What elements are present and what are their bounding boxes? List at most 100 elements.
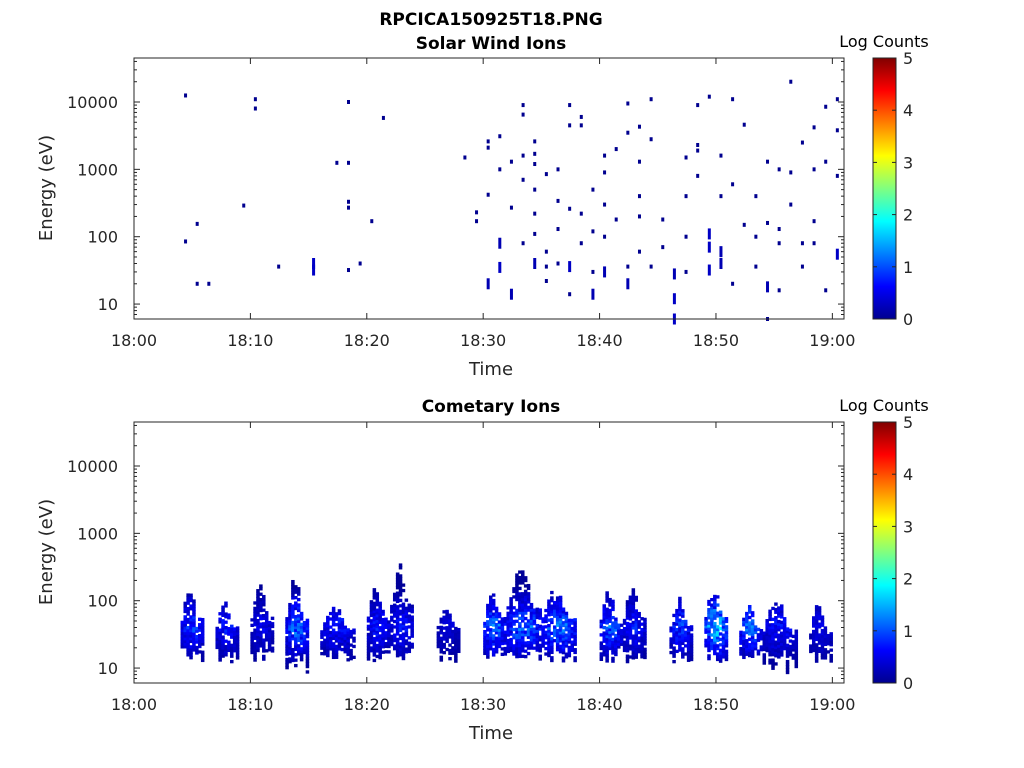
heatmap-cell (611, 624, 615, 628)
heatmap-cell (302, 629, 307, 633)
heatmap-cell (512, 606, 516, 610)
heatmap-cell (259, 636, 263, 640)
heatmap-cell (710, 622, 714, 626)
heatmap-cell (375, 635, 380, 640)
colorbar-tick-label: 0 (903, 310, 913, 329)
heatmap-cell (259, 644, 263, 648)
heatmap-cell (509, 618, 513, 623)
heatmap-cell (235, 631, 240, 636)
heatmap-cell (326, 634, 330, 639)
heatmap-cell (326, 645, 330, 650)
heatmap-cell (410, 620, 414, 625)
heatmap-cell (448, 629, 452, 634)
heatmap-cell (771, 663, 775, 668)
heatmap-cell (183, 601, 187, 605)
heatmap-cell (814, 615, 819, 620)
heatmap-cell (503, 641, 508, 645)
heatmap-cell (681, 625, 685, 629)
heatmap-cell (762, 653, 767, 657)
heatmap-cell (259, 592, 263, 596)
heatmap-cell (392, 644, 397, 648)
heatmap-cell (407, 647, 412, 651)
heatmap-cell (750, 635, 755, 639)
colorbar-title: Log Counts (839, 32, 929, 51)
heatmap-cell (625, 621, 630, 626)
heatmap-cell (184, 93, 188, 98)
heatmap-cell (599, 633, 604, 637)
heatmap-cell (684, 269, 688, 274)
heatmap-cell (398, 590, 403, 594)
heatmap-cell (614, 622, 618, 627)
heatmap-cell (192, 610, 196, 614)
heatmap-cell (800, 140, 804, 145)
heatmap-cell (721, 628, 726, 632)
heatmap-cell (533, 211, 537, 216)
heatmap-cell (262, 624, 266, 629)
heatmap-cell (643, 636, 647, 641)
heatmap-cell (395, 575, 400, 579)
heatmap-cell (721, 655, 726, 659)
heatmap-cell (326, 626, 330, 631)
heatmap-cell (515, 581, 519, 585)
heatmap-cell (567, 651, 572, 655)
heatmap-cell (253, 652, 257, 657)
heatmap-cell (291, 604, 295, 608)
heatmap-cell (515, 597, 519, 602)
heatmap-cell (195, 281, 199, 286)
heatmap-cell (567, 626, 572, 631)
heatmap-cell (782, 638, 787, 643)
heatmap-cell (305, 651, 310, 655)
heatmap-cell (515, 611, 519, 615)
heatmap-cell (328, 647, 333, 651)
heatmap-cell (678, 634, 682, 639)
heatmap-cell (305, 640, 310, 644)
heatmap-cell (631, 656, 636, 660)
heatmap-cell (794, 645, 799, 650)
heatmap-cell (817, 641, 822, 645)
heatmap-cell (200, 656, 205, 660)
heatmap-cell (564, 614, 569, 618)
heatmap-cell (678, 607, 682, 611)
heatmap-cell (750, 627, 755, 631)
heatmap-cell (538, 638, 542, 642)
heatmap-cell (809, 649, 813, 654)
heatmap-cell (573, 631, 577, 636)
x-axis-ticks: 18:00 18:10 18:20 18:30 18:40 18:50 19:00 (111, 58, 855, 350)
heatmap-cell (436, 634, 441, 638)
heatmap-cell (811, 624, 816, 628)
heatmap-cell (820, 637, 825, 641)
heatmap-cell (625, 630, 630, 634)
heatmap-cell (713, 638, 717, 642)
heatmap-cell (503, 649, 508, 653)
heatmap-cells (180, 563, 833, 675)
heatmap-cell (445, 626, 449, 630)
heatmap-cell (494, 623, 499, 627)
heatmap-cell (710, 614, 714, 618)
heatmap-cell (192, 631, 196, 636)
heatmap-cell (384, 650, 388, 654)
heatmap-cell (777, 649, 781, 654)
heatmap-cell (573, 658, 577, 663)
heatmap-cell (250, 648, 254, 652)
heatmap-cell (259, 641, 263, 645)
heatmap-cell (768, 658, 772, 662)
heatmap-cell (291, 658, 295, 663)
heatmap-cell (532, 608, 537, 612)
heatmap-cell (521, 646, 525, 650)
heatmap-cell (454, 654, 458, 658)
heatmap-cell (678, 623, 682, 628)
heatmap-cell (742, 642, 746, 646)
heatmap-cell (547, 640, 551, 644)
heatmap-cell (710, 641, 714, 645)
heatmap-cell (366, 619, 371, 623)
heatmap-cell (186, 626, 190, 630)
heatmap-cell (669, 640, 673, 644)
heatmap-cell (710, 619, 714, 624)
heatmap-cell (401, 640, 406, 644)
heatmap-cell (401, 646, 406, 650)
heatmap-cell (550, 590, 554, 595)
heatmap-cell (256, 635, 260, 639)
heatmap-cell (192, 629, 196, 633)
heatmap-cell (189, 634, 193, 638)
heatmap-cell (489, 636, 493, 640)
